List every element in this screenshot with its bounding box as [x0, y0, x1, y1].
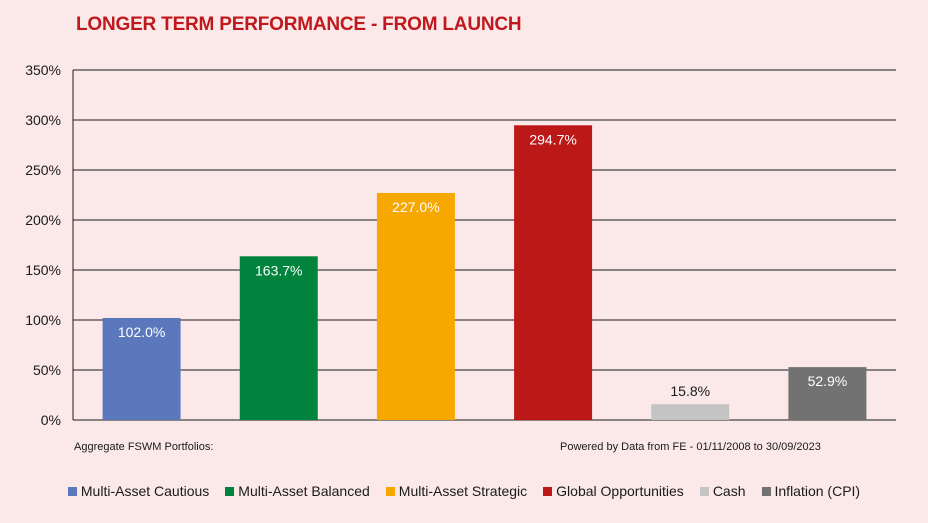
footnote-portfolios: Aggregate FSWM Portfolios:: [74, 441, 214, 453]
bar-value-label: 294.7%: [529, 131, 576, 147]
bar: [239, 256, 318, 420]
footnote-data-source: Powered by Data from FE - 01/11/2008 to …: [560, 441, 821, 453]
legend-swatch: [699, 486, 709, 496]
legend-swatch: [543, 486, 553, 496]
legend-item: Cash: [699, 483, 746, 499]
legend-swatch: [67, 486, 77, 496]
y-tick-label: 300%: [25, 112, 61, 128]
legend-item: Multi-Asset Cautious: [67, 483, 210, 499]
legend-label: Global Opportunities: [556, 483, 684, 499]
legend-item: Global Opportunities: [543, 483, 684, 499]
y-tick-label: 150%: [25, 262, 61, 278]
legend-label: Multi-Asset Strategic: [398, 483, 528, 499]
legend-label: Multi-Asset Balanced: [238, 483, 370, 499]
legend-item: Multi-Asset Balanced: [225, 483, 370, 499]
legend-item: Multi-Asset Strategic: [385, 483, 528, 499]
y-tick-label: 250%: [25, 162, 61, 178]
bar: [102, 318, 181, 420]
bar-value-label: 102.0%: [118, 324, 165, 340]
legend-label: Inflation (CPI): [774, 483, 861, 499]
bar: [514, 125, 593, 421]
legend-label: Cash: [712, 483, 746, 499]
bar-value-label: 227.0%: [392, 199, 439, 215]
legend-item: Inflation (CPI): [761, 483, 861, 499]
legend-swatch: [225, 486, 235, 496]
legend-label: Multi-Asset Cautious: [80, 483, 210, 499]
y-tick-label: 0%: [41, 412, 61, 428]
chart-title: LONGER TERM PERFORMANCE - FROM LAUNCH: [76, 14, 522, 35]
chart-legend: Multi-Asset Cautious Multi-Asset Balanced…: [0, 483, 928, 499]
y-tick-label: 50%: [33, 362, 61, 378]
bar: [651, 404, 730, 420]
bar-value-label: 52.9%: [808, 373, 848, 389]
y-tick-label: 100%: [25, 312, 61, 328]
bar: [376, 193, 455, 420]
bar-value-label: 15.8%: [670, 383, 710, 399]
bar-value-label: 163.7%: [255, 262, 302, 278]
y-tick-label: 350%: [25, 62, 61, 78]
y-tick-label: 200%: [25, 212, 61, 228]
legend-swatch: [385, 486, 395, 496]
legend-swatch: [761, 486, 771, 496]
bar-chart: 0% 50% 100% 150% 200% 250% 300% 350% 102.0% 163.7…: [25, 62, 896, 428]
bar: [788, 367, 867, 420]
